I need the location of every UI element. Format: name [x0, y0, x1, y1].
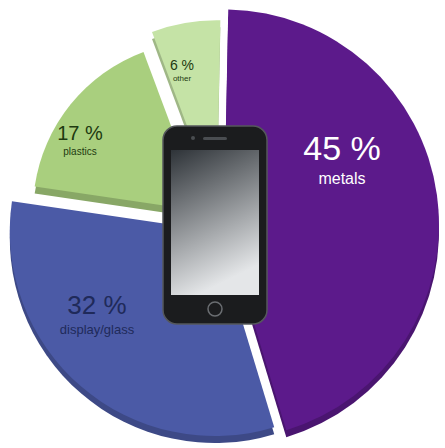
phone-body	[163, 126, 267, 324]
value-label: 17 %	[57, 122, 103, 144]
value-label: 32 %	[67, 290, 126, 320]
phone-speaker	[203, 137, 227, 140]
pie	[10, 9, 439, 443]
category-label: plastics	[63, 146, 96, 157]
phone-button	[208, 302, 222, 316]
chart: 45 % metals 32 % display/glass 17 % plastics 6…	[0, 0, 445, 448]
category-label: other	[173, 74, 192, 83]
phone-screen	[171, 150, 259, 295]
category-label: metals	[318, 170, 365, 187]
phone-camera	[191, 136, 195, 140]
value-label: 6 %	[170, 57, 194, 73]
value-label: 45 %	[303, 129, 381, 167]
labels: 45 % metals 32 % display/glass 17 % plastics 6…	[57, 57, 381, 337]
phone-icon	[163, 126, 267, 324]
category-label: display/glass	[60, 322, 135, 337]
